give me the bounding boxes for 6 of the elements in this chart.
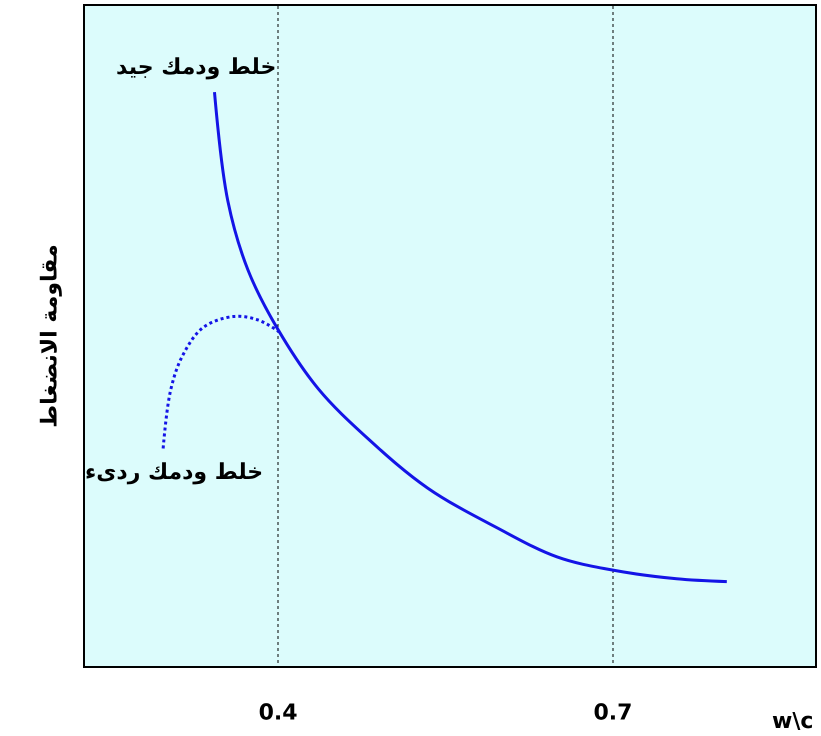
x-tick-label: 0.7 <box>593 700 632 726</box>
x-tick-label: 0.4 <box>258 700 298 726</box>
y-axis-title: مقاومة الانضغاط <box>37 244 62 428</box>
x-axis-title: w\c <box>772 709 814 734</box>
series-label: خلط ودمك جيد <box>116 55 276 80</box>
series-label: خلط ودمك ردىء <box>85 460 264 485</box>
